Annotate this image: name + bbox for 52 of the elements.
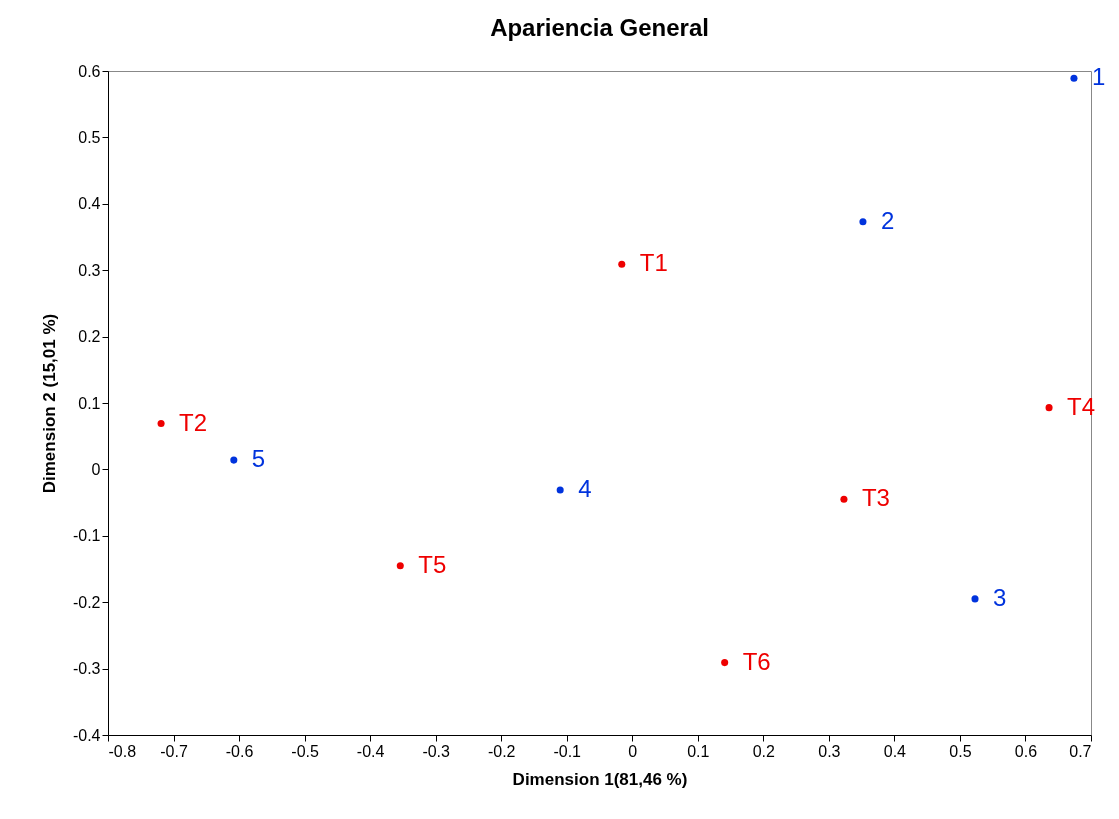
point xyxy=(396,562,404,570)
point xyxy=(1045,404,1053,412)
y-tick-label: -0.3 xyxy=(72,660,101,678)
x-tick-label: -0.6 xyxy=(225,742,254,760)
series-label: T6 xyxy=(742,647,771,675)
point xyxy=(971,595,979,603)
x-tick-label: 0.4 xyxy=(883,742,907,760)
series-label: 5 xyxy=(251,445,266,473)
point xyxy=(618,260,626,268)
point xyxy=(556,486,564,494)
y-tick-label: 0.4 xyxy=(78,195,101,213)
x-tick-label: -0.7 xyxy=(160,742,188,760)
series-label: 2 xyxy=(880,206,895,234)
y-tick-label: -0.1 xyxy=(72,527,101,545)
x-axis-title: Dimension 1(81,46 %) xyxy=(512,769,688,789)
x-tick-label: 0.6 xyxy=(1014,742,1038,760)
series-label: T2 xyxy=(179,408,208,436)
series-label: 1 xyxy=(1091,63,1106,91)
chart-title: Apariencia General xyxy=(490,14,709,41)
y-tick-label: 0.5 xyxy=(78,128,101,146)
y-tick-label: 0 xyxy=(91,460,101,478)
y-tick-label: -0.2 xyxy=(72,593,101,611)
y-tick-label: 0.3 xyxy=(78,261,101,279)
x-tick-label: -0.1 xyxy=(553,742,582,760)
point xyxy=(840,495,848,503)
y-tick-label: 0.2 xyxy=(78,328,101,346)
x-tick-label: 0.7 xyxy=(1069,742,1092,760)
series-label: T5 xyxy=(418,550,447,578)
y-tick-label: -0.4 xyxy=(72,726,101,744)
series-label: T3 xyxy=(861,484,890,512)
y-axis-title: Dimension 2 (15,01 %) xyxy=(39,313,59,494)
x-tick-label: 0 xyxy=(628,742,638,760)
series-label: 3 xyxy=(993,583,1007,611)
x-tick-label: -0.3 xyxy=(422,742,451,760)
point xyxy=(157,420,165,428)
x-tick-label: -0.8 xyxy=(108,742,137,760)
point xyxy=(1070,74,1078,82)
point xyxy=(230,456,238,464)
point xyxy=(859,218,867,226)
y-tick-label: 0.1 xyxy=(78,394,101,412)
series-label: T1 xyxy=(639,249,668,277)
x-tick-label: -0.5 xyxy=(291,742,319,760)
point xyxy=(721,659,729,667)
series-label: T4 xyxy=(1067,392,1096,420)
x-tick-label: 0.2 xyxy=(752,742,776,760)
x-tick-label: 0.5 xyxy=(949,742,972,760)
x-tick-label: 0.3 xyxy=(818,742,841,760)
y-tick-label: 0.6 xyxy=(78,62,101,80)
x-tick-label: -0.4 xyxy=(356,742,385,760)
series-label: 4 xyxy=(578,474,592,502)
x-tick-label: -0.2 xyxy=(487,742,516,760)
x-tick-label: 0.1 xyxy=(687,742,710,760)
